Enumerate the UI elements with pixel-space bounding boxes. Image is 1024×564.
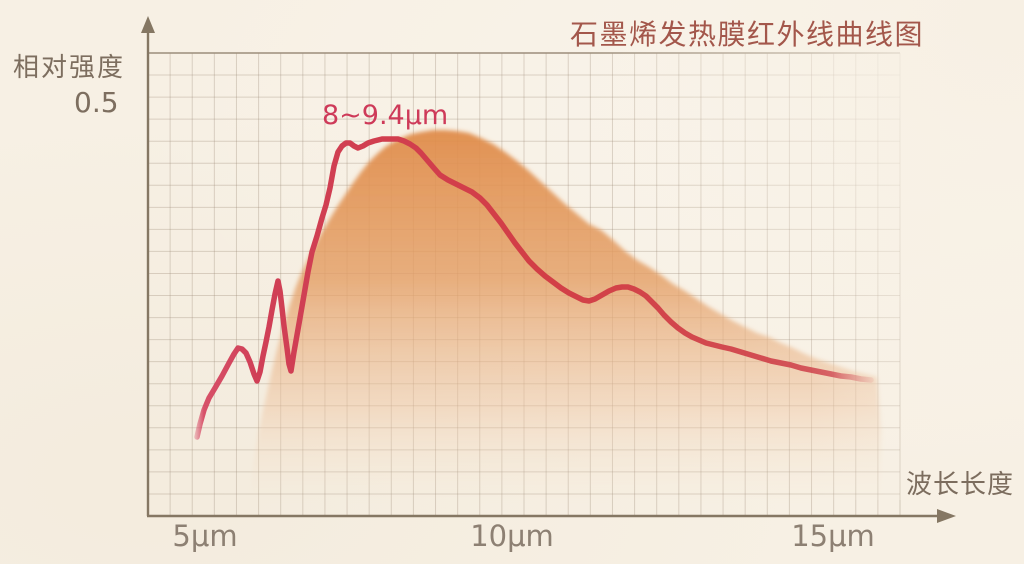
y-axis-label: 相对强度 xyxy=(13,53,126,83)
y-axis-tick-0.5: 0.5 xyxy=(74,86,119,119)
x-axis-label: 波长长度 xyxy=(906,470,1015,500)
x-axis-tick-5um: 5μm xyxy=(172,519,238,553)
x-axis-tick-15um: 15μm xyxy=(791,519,875,553)
y-axis-arrow-icon xyxy=(141,16,155,33)
x-axis-arrow-icon xyxy=(937,509,956,523)
peak-range-annotation: 8~9.4μm xyxy=(322,100,449,131)
x-axis-tick-10um: 10μm xyxy=(470,519,554,553)
chart-title: 石墨烯发热膜红外线曲线图 xyxy=(570,18,925,51)
